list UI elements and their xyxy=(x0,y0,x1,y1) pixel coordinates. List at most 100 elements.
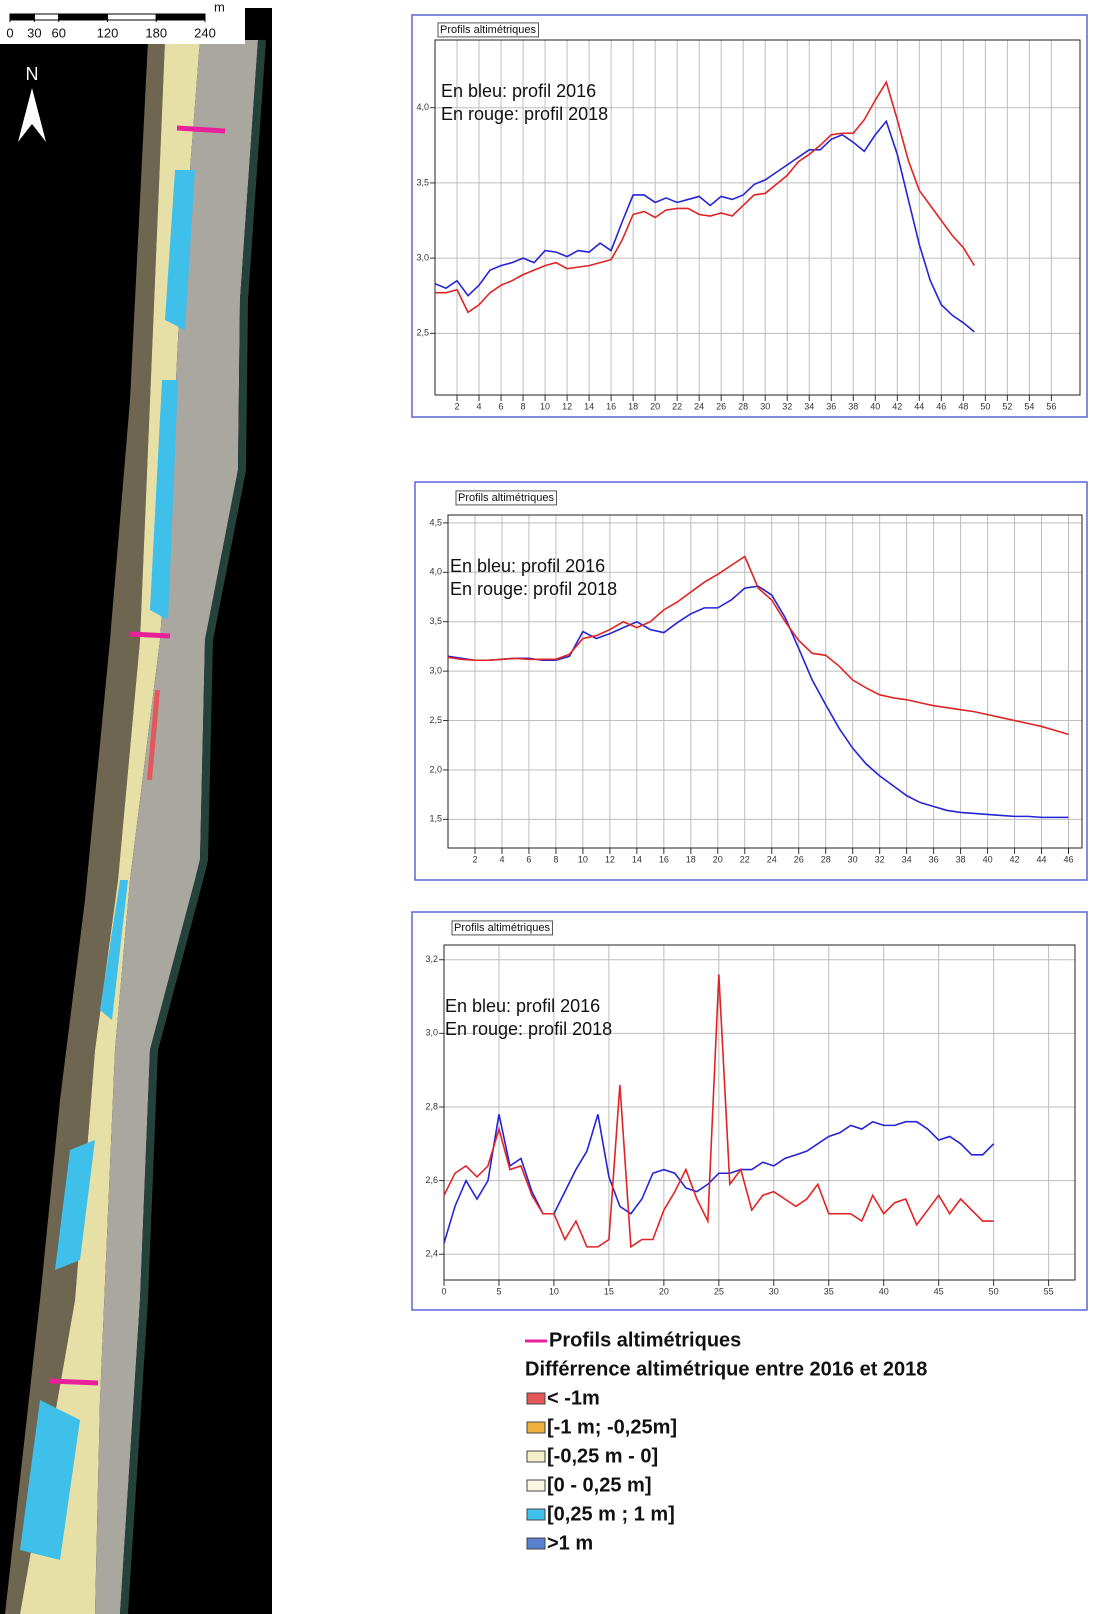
x-tick-label: 26 xyxy=(716,401,726,411)
shoreline xyxy=(120,39,266,1614)
x-tick-label: 24 xyxy=(767,854,777,864)
chart: 2,4 2,6 2,8 3,0 3,2 0 5 10 15 20 25 30 35 40 45 50 55 Pro… xyxy=(411,911,1088,1311)
series-line xyxy=(447,555,1069,736)
scale-segment xyxy=(9,13,35,21)
town-strip xyxy=(5,40,165,1614)
legend-label: [-0,25 m - 0] xyxy=(547,1445,658,1467)
scale-label: 30 xyxy=(27,25,41,40)
legend-profile-label: Profils altimétriques xyxy=(549,1329,741,1351)
x-tick-label: 0 xyxy=(441,1286,446,1296)
legend-swatch xyxy=(526,1508,546,1521)
change-patch xyxy=(150,380,178,620)
y-tick-label: 2,4 xyxy=(425,1249,438,1259)
annotation: En rouge: profil 2018 xyxy=(441,104,608,124)
y-tick-label: 4,0 xyxy=(429,567,442,577)
legend-label: < -1m xyxy=(547,1387,600,1409)
legend-label: >1 m xyxy=(547,1532,593,1554)
legend-label: [-1 m; -0,25m] xyxy=(547,1416,677,1438)
x-tick-label: 16 xyxy=(659,854,669,864)
scale-segment xyxy=(155,13,206,21)
legend-title: Différrence altimétrique entre 2016 et 2… xyxy=(525,1358,927,1380)
annotation: En rouge: profil 2018 xyxy=(445,1019,612,1039)
legend-label: [0 - 0,25 m] xyxy=(547,1474,651,1496)
x-tick-label: 36 xyxy=(929,854,939,864)
x-tick-label: 46 xyxy=(1064,854,1074,864)
scale-label: 180 xyxy=(145,25,167,40)
annotation: En bleu: profil 2016 xyxy=(450,556,605,576)
x-tick-label: 20 xyxy=(713,854,723,864)
x-tick-label: 45 xyxy=(934,1286,944,1296)
x-tick-label: 18 xyxy=(686,854,696,864)
x-tick-label: 54 xyxy=(1024,401,1034,411)
x-tick-label: 56 xyxy=(1046,401,1056,411)
y-tick-label: 2,5 xyxy=(429,715,442,725)
north-label: N xyxy=(26,64,39,84)
y-tick-label: 1,5 xyxy=(429,814,442,824)
x-tick-label: 28 xyxy=(738,401,748,411)
x-tick-label: 24 xyxy=(694,401,704,411)
legend-swatch xyxy=(526,1421,546,1434)
x-tick-label: 10 xyxy=(549,1286,559,1296)
x-tick-label: 10 xyxy=(578,854,588,864)
x-tick-label: 12 xyxy=(605,854,615,864)
series-line xyxy=(435,80,976,314)
x-tick-label: 30 xyxy=(848,854,858,864)
change-patch xyxy=(20,1400,80,1560)
x-tick-label: 40 xyxy=(870,401,880,411)
change-patch xyxy=(147,690,160,780)
x-tick-label: 8 xyxy=(553,854,558,864)
scale-unit: m xyxy=(214,0,225,14)
chart: 2,53,03,54,02 4 6 8 10 12 14 16 18 20 22 24 26 28 30 32… xyxy=(411,14,1088,418)
x-tick-label: 8 xyxy=(521,401,526,411)
plot-area xyxy=(447,514,1083,849)
series-line xyxy=(443,1114,995,1244)
y-tick-label: 4,0 xyxy=(416,102,429,112)
chart-frame xyxy=(411,911,1088,1311)
scale-label: 240 xyxy=(194,25,216,40)
y-tick-label: 2,0 xyxy=(429,764,442,774)
change-patch xyxy=(55,1140,95,1270)
x-tick-label: 34 xyxy=(804,401,814,411)
x-tick-label: 4 xyxy=(499,854,504,864)
x-tick-label: 18 xyxy=(628,401,638,411)
x-tick-label: 40 xyxy=(879,1286,889,1296)
x-tick-label: 50 xyxy=(980,401,990,411)
chart-title: Profils altimétriques xyxy=(440,24,536,36)
y-tick-label: 3,0 xyxy=(425,1028,438,1038)
x-tick-label: 50 xyxy=(989,1286,999,1296)
chart-title: Profils altimétriques xyxy=(454,922,550,934)
chart: 1,52,02,53,03,54,04,52 4 6 8 10 12 14 16 18 20 22 2… xyxy=(414,481,1088,881)
legend-label: [0,25 m ; 1 m] xyxy=(547,1503,675,1525)
sand xyxy=(95,40,258,1614)
x-tick-label: 36 xyxy=(826,401,836,411)
x-tick-label: 44 xyxy=(914,401,924,411)
y-tick-label: 2,6 xyxy=(425,1175,438,1185)
x-tick-label: 42 xyxy=(1010,854,1020,864)
series-line xyxy=(443,974,994,1249)
legend-swatch xyxy=(526,1392,546,1405)
x-tick-label: 14 xyxy=(632,854,642,864)
change-patch xyxy=(165,170,195,330)
scale-label: 120 xyxy=(97,25,119,40)
y-tick-label: 3,5 xyxy=(416,177,429,187)
x-tick-label: 16 xyxy=(606,401,616,411)
x-tick-label: 30 xyxy=(760,401,770,411)
profile-line xyxy=(176,125,226,134)
x-tick-label: 5 xyxy=(496,1286,501,1296)
x-tick-label: 22 xyxy=(740,854,750,864)
chart-title-box xyxy=(455,490,557,506)
chart-title-box xyxy=(451,920,553,936)
chart-frame xyxy=(414,481,1088,881)
chart-frame xyxy=(411,14,1088,418)
upper-beach xyxy=(20,40,200,1614)
legend-swatch xyxy=(526,1537,546,1550)
y-tick-label: 2,8 xyxy=(425,1101,438,1111)
scale-box xyxy=(0,0,245,44)
x-tick-label: 10 xyxy=(540,401,550,411)
x-tick-label: 4 xyxy=(477,401,482,411)
x-tick-label: 22 xyxy=(672,401,682,411)
x-tick-label: 6 xyxy=(526,854,531,864)
legend-swatch xyxy=(526,1450,546,1463)
x-tick-label: 42 xyxy=(892,401,902,411)
plot-area xyxy=(434,39,1081,396)
